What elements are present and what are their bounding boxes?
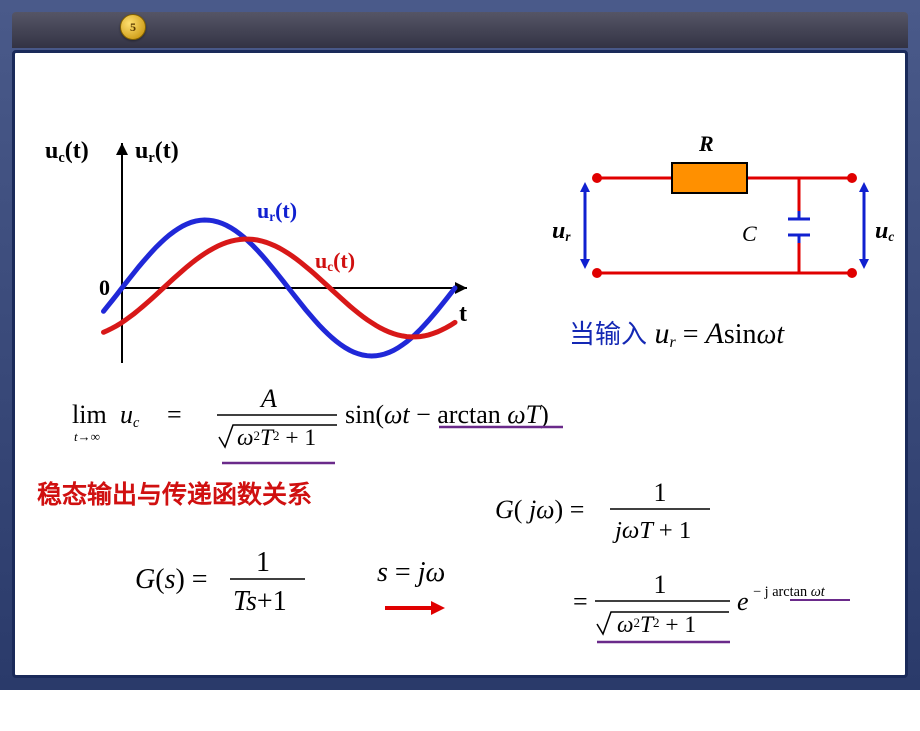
slide-body: uc(t) ur(t) 0 t ur(t) uc(t) R Cur uc 当输入 ur = Asi… bbox=[12, 50, 908, 678]
svg-text:ω2T2 + 1: ω2T2 + 1 bbox=[617, 612, 696, 638]
svg-text:ur: ur bbox=[552, 218, 571, 244]
svg-text:A: A bbox=[259, 384, 277, 413]
svg-text:uc(t): uc(t) bbox=[315, 248, 355, 274]
svg-text:t: t bbox=[459, 301, 467, 327]
diagram-svg: uc(t) ur(t) 0 t ur(t) uc(t) R Cur uc 当输入 ur = Asi… bbox=[27, 103, 920, 731]
content-stage: uc(t) ur(t) 0 t ur(t) uc(t) R Cur uc 当输入 ur = Asi… bbox=[27, 103, 920, 731]
svg-text:稳态输出与传递函数关系: 稳态输出与传递函数关系 bbox=[37, 480, 312, 509]
svg-text:G(s) =: G(s) = bbox=[135, 564, 208, 595]
coin-icon: 5 bbox=[120, 14, 146, 40]
svg-text:=: = bbox=[573, 587, 588, 616]
svg-text:e: e bbox=[737, 587, 749, 616]
svg-text:0: 0 bbox=[99, 275, 110, 300]
svg-text:ω2T2 + 1: ω2T2 + 1 bbox=[237, 425, 316, 451]
svg-text:uc(t): uc(t) bbox=[45, 138, 89, 166]
svg-text:G( jω) =: G( jω) = bbox=[495, 495, 584, 524]
svg-text:sin(ωt − arctan ωT): sin(ωt − arctan ωT) bbox=[345, 400, 549, 429]
svg-text:ur(t): ur(t) bbox=[257, 198, 297, 224]
svg-text:1: 1 bbox=[654, 570, 667, 599]
svg-text:R: R bbox=[698, 131, 714, 156]
svg-text:1: 1 bbox=[256, 547, 270, 578]
svg-text:当输入 ur = Asinωt: 当输入 ur = Asinωt bbox=[569, 317, 785, 351]
svg-text:− j arctan ωt: − j arctan ωt bbox=[753, 584, 826, 600]
svg-text:jωT + 1: jωT + 1 bbox=[612, 517, 691, 544]
svg-text:1: 1 bbox=[654, 478, 667, 507]
svg-text:ur(t): ur(t) bbox=[135, 138, 179, 166]
svg-text:Ts+1: Ts+1 bbox=[233, 586, 287, 617]
window-topbar: 5 bbox=[12, 12, 908, 48]
svg-text:uc: uc bbox=[120, 400, 140, 431]
svg-text:lim: lim bbox=[72, 400, 107, 429]
svg-text:t→∞: t→∞ bbox=[74, 429, 100, 444]
svg-text:s = jω: s = jω bbox=[377, 557, 445, 588]
svg-text:=: = bbox=[167, 400, 182, 429]
slide-frame: 5 uc(t) ur(t) 0 t ur(t) uc(t) R Cur uc 当输入 ur = A… bbox=[0, 0, 920, 690]
svg-text:uc: uc bbox=[875, 218, 894, 244]
coin-number: 5 bbox=[121, 15, 145, 39]
svg-text:C: C bbox=[742, 221, 757, 246]
